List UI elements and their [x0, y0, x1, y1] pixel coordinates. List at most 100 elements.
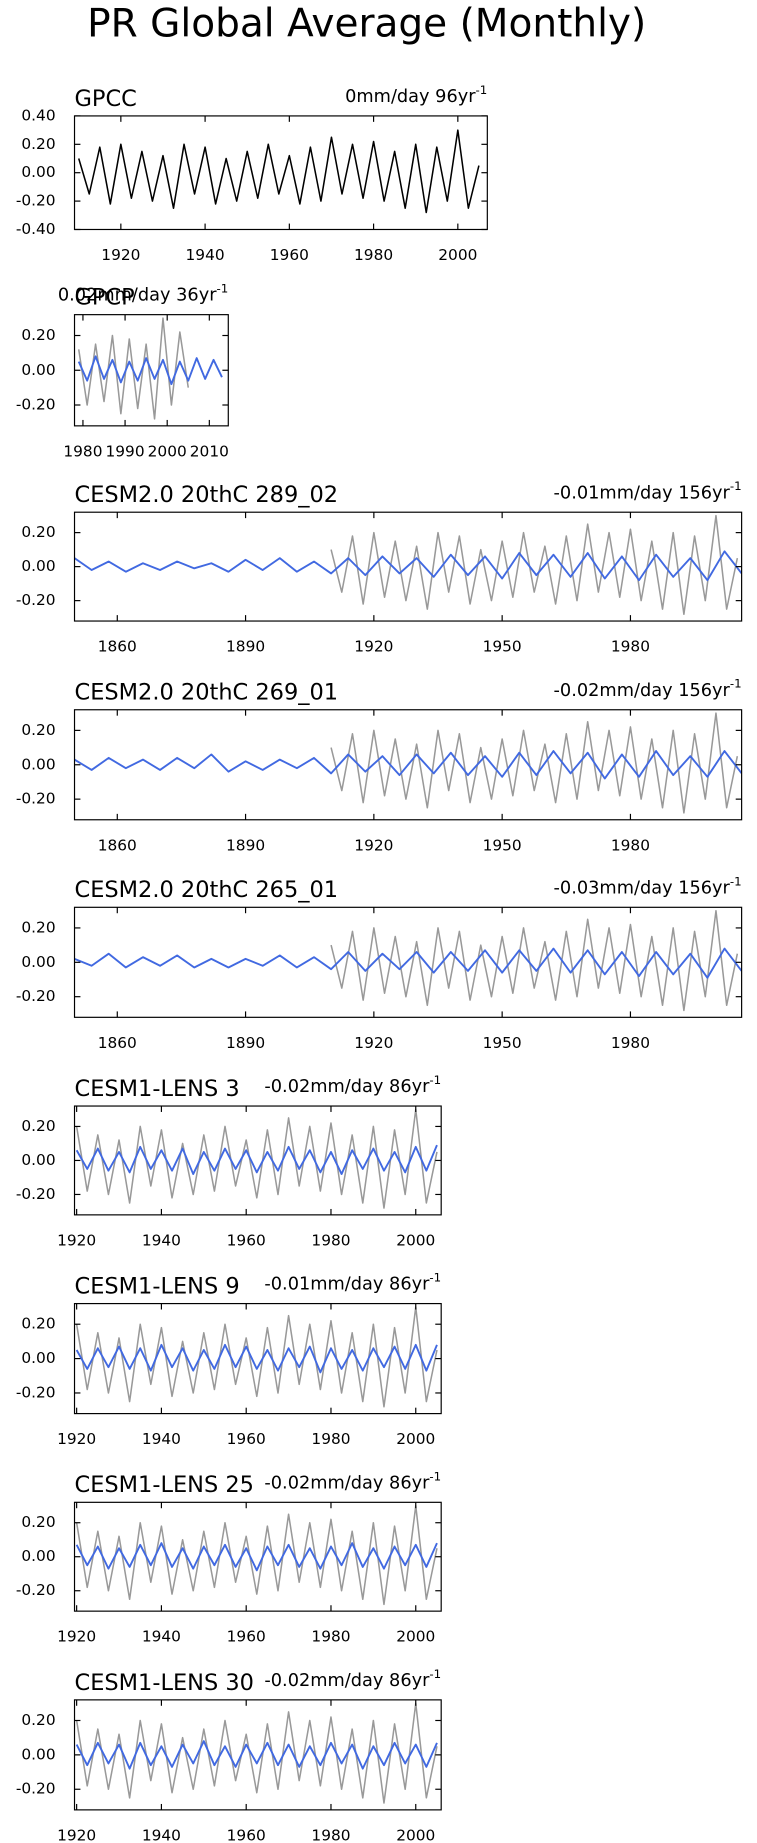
panel: 0.20 0.00 -0.20 1860 1890 1920 1950 1980 CESM2.0… [16, 874, 743, 1052]
x-tick-label: 1920 [354, 638, 393, 656]
x-tick-label: 1860 [98, 1034, 137, 1052]
y-tick-label: 0.20 [21, 523, 55, 541]
trend-label: -0.03mm/day 156yr-1 [554, 874, 742, 899]
x-tick-label: 1890 [226, 1034, 265, 1052]
x-tick-label: 2000 [148, 442, 187, 460]
trend-label: -0.01mm/day 86yr-1 [264, 1270, 441, 1295]
panel: 0.20 0.00 -0.20 1980 1990 2000 2010 GPCP0.02mm/… [16, 281, 229, 460]
x-tick-label: 1960 [227, 1231, 266, 1249]
data-line [75, 1542, 438, 1572]
y-tick-label: 0.00 [21, 163, 55, 181]
panel-title: CESM1-LENS 9 [75, 1274, 240, 1300]
panel: 0.20 0.00 -0.20 1920 1940 1960 1980 2000 CESM1-L… [16, 1073, 442, 1249]
panel-title: CESM2.0 20thC 289_02 [75, 482, 339, 508]
figure-title: PR Global Average (Monthly) [87, 2, 646, 47]
data-line [75, 1144, 438, 1176]
x-tick-label: 2000 [396, 1430, 435, 1448]
x-tick-label: 1940 [142, 1826, 181, 1843]
trend-label: -0.01mm/day 156yr-1 [554, 479, 742, 504]
trend-exponent: -1 [429, 1469, 441, 1483]
trend-label: -0.02mm/day 86yr-1 [264, 1666, 441, 1691]
data-line [74, 947, 742, 979]
x-tick-label: 1950 [483, 638, 522, 656]
data-line [75, 1740, 438, 1770]
data-line [77, 355, 223, 386]
panel: 0.20 0.00 -0.20 1920 1940 1960 1980 2000 CESM1-L… [16, 1270, 442, 1448]
y-tick-label: -0.40 [16, 220, 56, 238]
panel: 0.20 0.00 -0.20 1920 1940 1960 1980 2000 CESM1-L… [16, 1469, 442, 1646]
x-tick-label: 1860 [98, 638, 137, 656]
y-tick-label: -0.20 [16, 1780, 56, 1798]
plot-frame [73, 906, 743, 1018]
x-tick-label: 1950 [483, 1034, 522, 1052]
y-tick-label: 0.20 [21, 1711, 55, 1729]
x-tick-label: 1920 [101, 246, 140, 264]
x-tick-label: 1920 [354, 836, 393, 854]
y-tick-label: -0.20 [16, 591, 56, 609]
y-tick-label: 0.00 [21, 1151, 55, 1169]
x-tick-label: 1980 [63, 442, 102, 460]
y-tick-label: 0.00 [21, 361, 55, 379]
x-tick-label: 1960 [227, 1628, 266, 1646]
x-tick-label: 1920 [57, 1826, 96, 1843]
x-tick-label: 1980 [611, 638, 650, 656]
data-line [74, 550, 742, 582]
panel-title: CESM1-LENS 3 [75, 1076, 240, 1102]
x-tick-label: 1860 [98, 836, 137, 854]
y-tick-label: 0.40 [21, 106, 55, 124]
panel-title: CESM2.0 20thC 265_01 [75, 877, 339, 903]
trend-exponent: -1 [730, 874, 742, 888]
data-line [77, 129, 480, 214]
x-tick-label: 1980 [311, 1231, 350, 1249]
x-tick-label: 1960 [227, 1430, 266, 1448]
trend-label: -0.02mm/day 156yr-1 [554, 676, 742, 701]
x-tick-label: 1940 [186, 246, 225, 264]
data-line [75, 1343, 438, 1374]
x-tick-label: 1890 [226, 836, 265, 854]
x-tick-label: 1920 [57, 1231, 96, 1249]
y-tick-label: -0.20 [16, 987, 56, 1005]
y-tick-label: 0.20 [21, 1315, 55, 1333]
y-tick-label: 0.20 [21, 721, 55, 739]
trend-exponent: -1 [429, 1073, 441, 1087]
data-line [77, 317, 190, 420]
x-tick-label: 1980 [354, 246, 393, 264]
x-tick-label: 1980 [611, 836, 650, 854]
x-tick-label: 2000 [438, 246, 477, 264]
y-tick-label: 0.20 [21, 326, 55, 344]
y-tick-label: -0.20 [16, 192, 56, 210]
trend-label: -0.02mm/day 86yr-1 [264, 1073, 441, 1098]
trend-text: -0.02mm/day 86yr [264, 1473, 430, 1493]
x-tick-label: 1920 [354, 1034, 393, 1052]
y-tick-label: -0.20 [16, 1185, 56, 1203]
panel: 0.40 0.20 0.00 -0.20 -0.40 1920 1940 1960 1980 20… [16, 82, 488, 264]
x-tick-label: 1980 [311, 1430, 350, 1448]
y-tick-label: 0.20 [21, 918, 55, 936]
y-tick-label: 0.00 [21, 953, 55, 971]
trend-label: 0mm/day 96yr-1 [345, 82, 487, 107]
panel-title: GPCP [75, 285, 135, 311]
data-line [330, 909, 739, 1012]
trend-text: -0.02mm/day 86yr [264, 1077, 430, 1097]
trend-exponent: -1 [217, 281, 229, 295]
x-tick-label: 1980 [611, 1034, 650, 1052]
x-tick-label: 1940 [142, 1231, 181, 1249]
trend-text: -0.01mm/day 156yr [554, 483, 731, 503]
y-tick-label: -0.20 [16, 396, 56, 414]
x-tick-label: 1940 [142, 1430, 181, 1448]
panel: 0.20 0.00 -0.20 1860 1890 1920 1950 1980 CESM2.0… [16, 479, 743, 656]
trend-exponent: -1 [476, 82, 488, 96]
panel-title: GPCC [75, 86, 137, 112]
y-tick-label: 0.00 [21, 1547, 55, 1565]
y-tick-label: 0.20 [21, 135, 55, 153]
trend-exponent: -1 [730, 479, 742, 493]
data-line [74, 750, 742, 780]
x-tick-label: 1920 [57, 1628, 96, 1646]
data-line [75, 1504, 438, 1606]
data-line [330, 514, 739, 616]
x-tick-label: 1960 [227, 1826, 266, 1843]
panel-title: CESM2.0 20thC 269_01 [75, 680, 339, 706]
x-tick-label: 2000 [396, 1826, 435, 1843]
